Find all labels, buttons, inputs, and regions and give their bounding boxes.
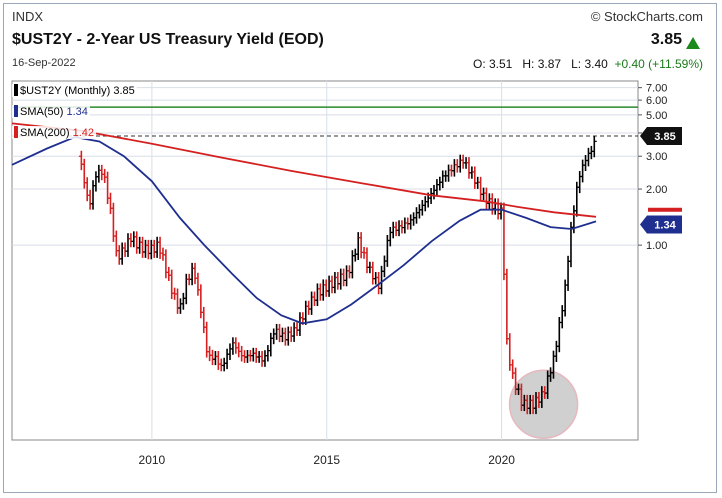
legend-price: $UST2Y (Monthly) 3.85: [12, 84, 137, 97]
change-value: +0.40 (+11.59%): [614, 57, 703, 71]
legend-sma50-value: 1.34: [66, 106, 88, 118]
sma50-tag-text: 1.34: [654, 219, 676, 231]
price-tag-text: 3.85: [654, 131, 675, 143]
legend-sma50-swatch: [14, 105, 18, 117]
low-value: 3.40: [584, 57, 608, 71]
price-tag: 3.85: [640, 127, 682, 146]
legend-sma50: SMA(50) 1.34: [12, 105, 90, 118]
high-value: 3.87: [537, 57, 562, 71]
legend-sma200-value: 1.42: [72, 127, 95, 139]
legend-sma50-label: SMA(50): [20, 106, 64, 118]
high-label: H:: [522, 57, 535, 71]
low-label: L:: [571, 57, 582, 71]
x-tick-label: 2015: [313, 453, 340, 467]
up-arrow-icon: [686, 37, 700, 49]
credit-label: © StockCharts.com: [590, 9, 703, 24]
open-label: O:: [472, 57, 486, 71]
y-tick-label: 6.00: [646, 95, 667, 107]
legend-sma200: SMA(200) 1.42: [12, 126, 97, 139]
y-tick-label: 1.00: [646, 240, 667, 252]
legend-price-label: $UST2Y (Monthly) 3.85: [20, 85, 135, 97]
symbol-label: INDX: [12, 9, 44, 24]
highlight-circle: [508, 369, 579, 439]
y-tick-label: 7.00: [646, 83, 667, 95]
legend-sma200-swatch: [14, 126, 18, 138]
sma50-tag-shape: [640, 215, 682, 234]
sma200-tag-accent: [648, 207, 682, 212]
ohlc-readout: O: 3.51 H: 3.87 L: 3.40 +0.40 (+11.59%): [473, 57, 703, 71]
y-tick-label: 2.00: [646, 184, 667, 196]
sma50-line: [11, 136, 597, 325]
sma200-line: [11, 122, 597, 218]
date-label: 16-Sep-2022: [12, 57, 76, 69]
y-tick-label: 5.00: [646, 110, 667, 122]
sma50-tag: 1.34: [640, 215, 682, 234]
last-price: 3.85: [650, 31, 682, 48]
legend-price-swatch: [14, 84, 18, 96]
chart-title: $UST2Y - 2-Year US Treasury Yield (EOD): [12, 31, 324, 48]
x-tick-label: 2020: [488, 453, 515, 467]
open-value: 3.51: [489, 57, 513, 71]
plot-area: [11, 80, 639, 441]
price-tag-shape: [640, 127, 682, 146]
x-tick-label: 2010: [139, 453, 166, 467]
legend-sma200-label: SMA(200): [20, 127, 70, 139]
y-tick-label: 3.00: [646, 151, 667, 163]
